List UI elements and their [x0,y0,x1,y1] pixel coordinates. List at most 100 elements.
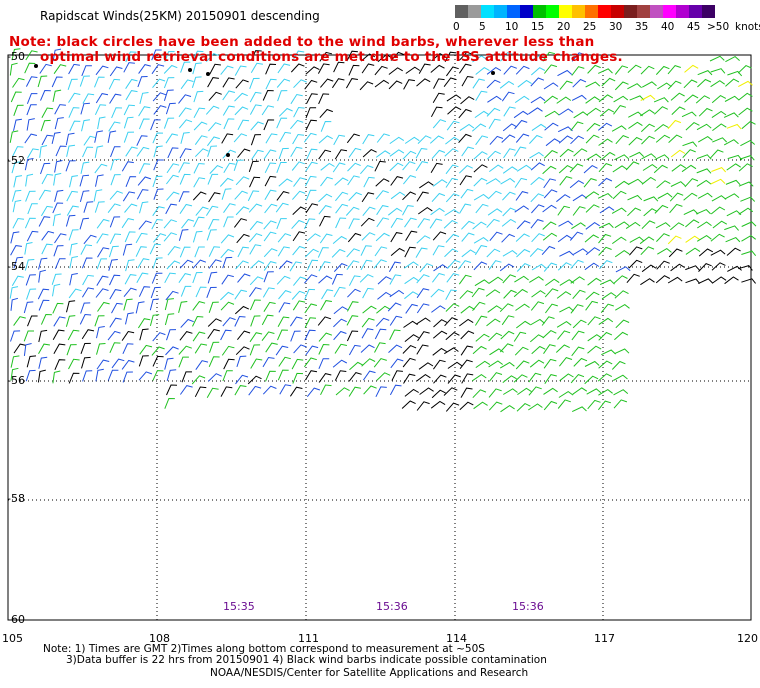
wind-barb [320,162,335,171]
wind-barb [361,192,375,203]
wind-barb [572,387,588,395]
wind-barb [361,328,374,339]
wind-barb [193,177,206,188]
wind-barb [375,232,390,242]
wind-barb [474,110,490,119]
wind-barb [220,329,232,341]
wind-barb [641,135,655,145]
wind-barb [304,303,318,314]
wind-barb [571,66,585,76]
wind-barb [557,399,571,409]
wind-barb [387,302,402,312]
wind-barb [40,162,51,175]
colorbar-tick-label: 25 [583,21,597,33]
wind-barb [362,134,375,145]
wind-barb [711,262,726,271]
wind-barb [402,150,417,160]
wind-barb [38,216,51,227]
wind-barb [52,370,61,384]
wind-barb [654,204,669,214]
wind-barb [572,289,586,300]
wind-barb [306,387,321,398]
wind-barb [318,275,333,284]
wind-barb [219,177,234,187]
wind-barb [429,218,443,229]
wind-barb [205,53,220,63]
wind-barb [122,343,134,355]
map-title: Rapidscat Winds(25KM) 20150901 descendin… [40,9,320,23]
wind-barb [446,120,460,131]
wind-barb [166,369,177,382]
wind-barb [234,218,248,228]
wind-barb [347,232,362,243]
wind-barb [640,109,655,117]
wind-barb [418,63,431,74]
wind-barb [26,118,35,131]
wind-barb [586,122,601,132]
wind-barb [331,273,343,285]
wind-barb [276,117,288,129]
wind-barb [625,161,640,171]
wind-barb [278,356,291,367]
wind-barb [135,301,145,314]
wind-barb [559,357,573,367]
wind-barb [79,190,90,203]
wind-barb [585,300,599,311]
lat-label-60: -60 [7,613,25,626]
wind-barb [612,165,628,173]
wind-barb [388,80,403,90]
wind-barb [66,205,79,216]
wind-barb [11,161,22,174]
wind-barb [152,92,167,102]
wind-barb [403,373,416,384]
wind-barb [192,50,204,62]
wind-barb [488,118,501,129]
wind-barb [95,368,104,382]
wind-barb [55,145,67,157]
wind-barb [137,76,148,88]
wind-barb [164,397,175,409]
wind-barb [335,191,349,202]
wind-barb [38,257,48,270]
wind-barb [51,273,62,285]
wind-barb [417,218,431,228]
lon-label-114: 114 [446,632,467,645]
wind-barb [405,230,418,241]
wind-barb [584,234,599,243]
wind-barb [121,359,135,370]
wind-barb [543,189,558,199]
wind-barb [264,189,277,200]
wind-barb [517,79,532,88]
wind-barb [163,117,175,129]
wind-barb [94,76,105,88]
wind-barb [391,370,403,381]
wind-barb [54,117,64,130]
wind-barb [221,274,234,285]
wind-barb [614,290,629,299]
wind-barb [66,300,76,313]
wind-barb [277,90,288,102]
wind-barb [738,181,754,187]
wind-barb [670,263,685,272]
wind-barb [458,63,472,74]
wind-barb [265,63,277,75]
wind-barb [628,121,643,129]
wind-barb [444,317,458,327]
wind-barb [446,94,462,102]
wind-barb [685,265,700,271]
wind-barb [152,175,163,188]
wind-barb [263,261,277,271]
wind-barb [584,262,600,271]
wind-barb [543,400,558,411]
wind-barb [304,317,317,328]
lon-label-120: 120 [737,632,758,645]
wind-barb [275,345,289,356]
wind-barb [82,93,95,104]
wind-barb [191,375,206,385]
colorbar-swatch [585,5,598,18]
wind-barb [205,105,220,115]
wind-barb [289,261,302,272]
wind-barb [502,123,518,132]
wind-barb [181,218,195,229]
wind-barb [485,289,501,297]
